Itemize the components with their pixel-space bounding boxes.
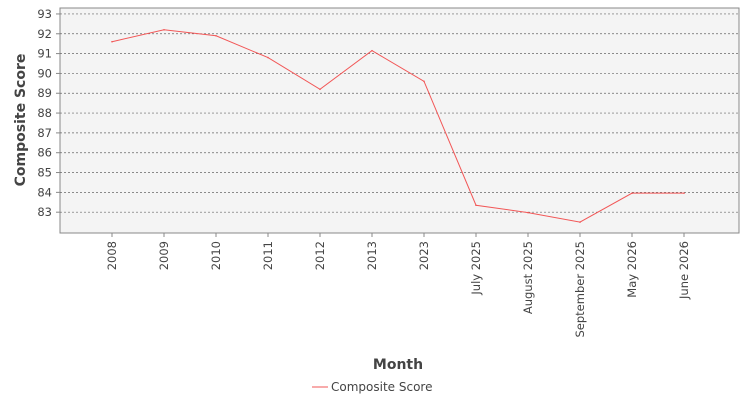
data-point bbox=[683, 192, 685, 194]
x-tick-label: 2013 bbox=[365, 241, 379, 270]
y-tick-label: 84 bbox=[37, 185, 52, 199]
x-tick-label: June 2026 bbox=[677, 241, 691, 300]
data-point bbox=[371, 49, 373, 52]
x-tick-label: 2011 bbox=[261, 241, 275, 270]
y-tick-label: 89 bbox=[37, 86, 52, 100]
x-tick-label: 2010 bbox=[209, 241, 223, 270]
x-tick-label: July 2025 bbox=[469, 241, 483, 296]
data-point bbox=[163, 29, 165, 31]
y-axis-ticks: 83 84 85 86 87 88 89 90 91 92 93 bbox=[37, 7, 60, 219]
y-tick-label: 90 bbox=[37, 66, 52, 80]
data-point bbox=[215, 34, 217, 37]
y-tick-label: 88 bbox=[37, 106, 52, 120]
legend-label: Composite Score bbox=[331, 380, 432, 394]
data-point bbox=[319, 88, 321, 91]
data-point bbox=[111, 40, 113, 43]
x-tick-label: September 2025 bbox=[573, 241, 587, 338]
legend: Composite Score bbox=[312, 380, 432, 394]
y-tick-label: 83 bbox=[37, 205, 52, 219]
y-tick-label: 85 bbox=[37, 166, 52, 180]
data-point bbox=[579, 221, 581, 223]
y-tick-label: 86 bbox=[37, 146, 52, 160]
data-point bbox=[631, 192, 633, 194]
y-axis-title: Composite Score bbox=[13, 54, 29, 187]
x-axis-title: Month bbox=[373, 357, 423, 373]
x-tick-label: May 2026 bbox=[625, 241, 639, 298]
series-layer bbox=[111, 29, 685, 223]
data-point bbox=[267, 56, 269, 59]
plot-area bbox=[59, 7, 740, 234]
x-tick-label: 2023 bbox=[417, 241, 431, 270]
y-tick-label: 91 bbox=[37, 47, 52, 61]
y-tick-label: 93 bbox=[37, 7, 52, 21]
series-line bbox=[111, 29, 684, 223]
y-tick-label: 92 bbox=[37, 27, 52, 41]
gridlines bbox=[60, 13, 739, 213]
x-tick-label: 2009 bbox=[157, 241, 171, 270]
data-point bbox=[423, 80, 425, 83]
data-point bbox=[475, 204, 477, 207]
x-tick-label: August 2025 bbox=[521, 241, 535, 314]
x-tick-label: 2012 bbox=[313, 241, 327, 270]
y-tick-label: 87 bbox=[37, 126, 52, 140]
x-tick-label: 2008 bbox=[105, 241, 119, 270]
x-axis-ticks: 2008 2009 2010 2011 2012 2013 2023 July 2025 Aug… bbox=[105, 233, 691, 338]
data-point bbox=[527, 211, 529, 214]
